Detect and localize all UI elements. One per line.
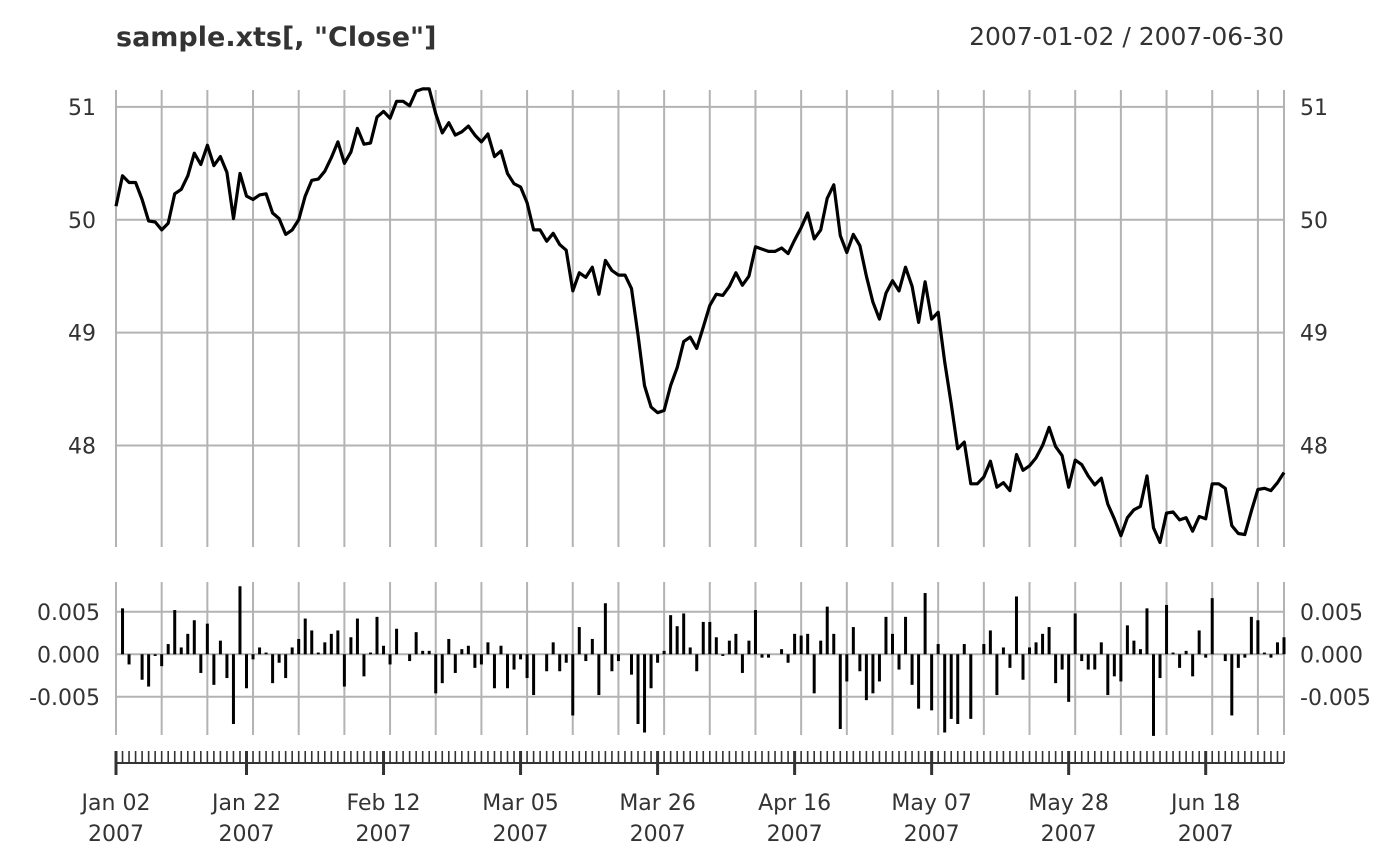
x-tick-label: Mar 26 2007 [619, 791, 696, 847]
y-tick-label-right: 49 [1300, 322, 1328, 347]
x-tick-label-line: Feb 12 [347, 791, 421, 816]
x-tick-label: Jan 22 2007 [210, 791, 281, 847]
close-price-line [114, 87, 1286, 545]
sub-y-tick-label-left: -0.005 [29, 686, 100, 711]
x-tick-label-line: Jun 18 [1169, 791, 1240, 816]
x-tick-label-line: 2007 [356, 822, 412, 847]
y-tick-label-left: 50 [68, 209, 96, 234]
x-tick-label: May 07 2007 [891, 791, 971, 847]
date-range-label: 2007-01-02 / 2007-06-30 [969, 22, 1284, 51]
x-tick-label-line: Jan 02 [80, 791, 151, 816]
y-tick-label-right: 48 [1300, 434, 1328, 459]
chart-title: sample.xts[, "Close"] [116, 22, 437, 53]
x-tick-label-line: 2007 [1178, 822, 1234, 847]
x-tick-label-line: Jan 22 [210, 791, 281, 816]
x-tick-label-line: May 28 [1028, 791, 1108, 816]
x-tick-label: Jan 02 2007 [80, 791, 151, 847]
x-tick-label-line: Mar 26 [619, 791, 696, 816]
sub-y-tick-label-left: 0.000 [37, 643, 100, 668]
x-tick-label-line: 2007 [904, 822, 960, 847]
sub-y-tick-label-right: 0.005 [1300, 601, 1363, 626]
y-tick-label-left: 49 [68, 322, 96, 347]
x-tick-label-line: 2007 [493, 822, 549, 847]
y-tick-label-left: 51 [68, 96, 96, 121]
x-tick-label: Apr 16 2007 [758, 791, 831, 847]
y-tick-label-right: 51 [1300, 96, 1328, 121]
x-tick-label-line: 2007 [630, 822, 686, 847]
x-tick-label-line: 2007 [767, 822, 823, 847]
x-tick-label-line: Apr 16 [758, 791, 831, 816]
x-tick-label-line: Mar 05 [482, 791, 559, 816]
x-tick-label-line: 2007 [1041, 822, 1097, 847]
y-tick-label-left: 48 [68, 434, 96, 459]
x-tick-label: Jun 18 2007 [1169, 791, 1240, 847]
x-tick-label-line: May 07 [891, 791, 971, 816]
x-tick-label: May 28 2007 [1028, 791, 1108, 847]
sub-y-tick-label-right: 0.000 [1300, 643, 1363, 668]
sub-y-tick-label-left: 0.005 [37, 601, 100, 626]
sub-y-tick-label-right: -0.005 [1300, 686, 1371, 711]
x-tick-label: Feb 12 2007 [347, 791, 421, 847]
x-tick-label: Mar 05 2007 [482, 791, 559, 847]
x-tick-label-line: 2007 [88, 822, 144, 847]
y-tick-label-right: 50 [1300, 209, 1328, 234]
x-tick-label-line: 2007 [219, 822, 275, 847]
